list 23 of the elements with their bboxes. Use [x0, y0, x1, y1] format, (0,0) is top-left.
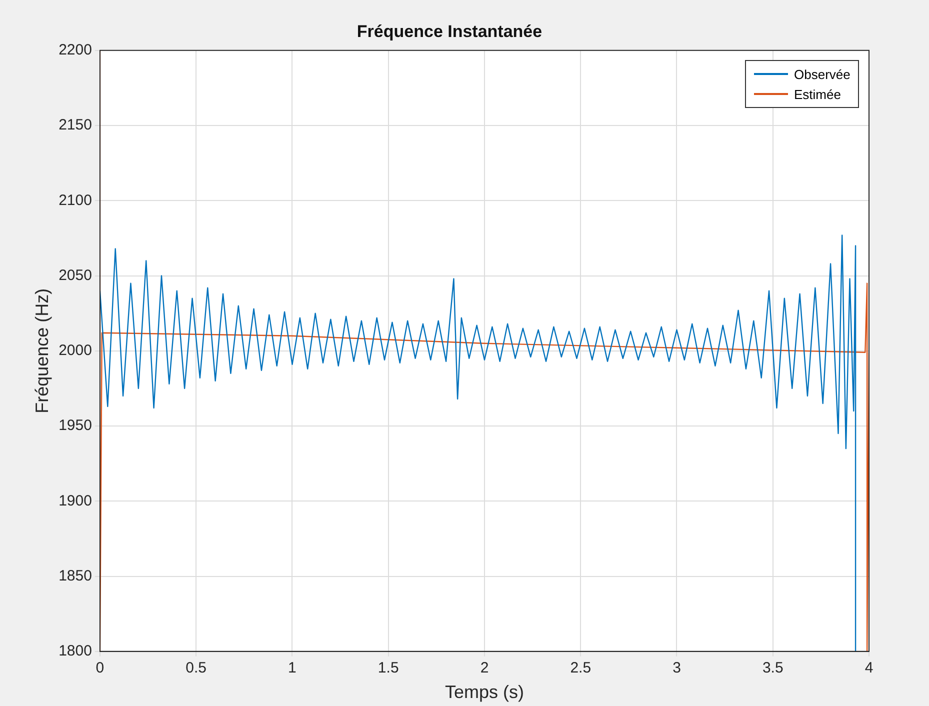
- y-axis-title: Fréquence (Hz): [32, 288, 52, 414]
- x-tick-label: 3: [672, 660, 681, 677]
- x-tick-label: 0: [96, 660, 104, 677]
- x-tick-label: 2.5: [570, 660, 592, 677]
- legend-label: Observée: [794, 66, 850, 82]
- x-tick-label: 3.5: [762, 660, 784, 677]
- y-tick-label: 2200: [58, 42, 92, 59]
- x-tick-label: 0.5: [186, 660, 207, 677]
- x-tick-label: 4: [864, 660, 874, 677]
- x-axis-title: Temps (s): [444, 682, 524, 702]
- y-tick-label: 1850: [58, 567, 92, 584]
- y-tick-label: 1900: [58, 492, 92, 510]
- chart-title: Fréquence Instantanée: [356, 22, 542, 41]
- x-tick-label: 2: [480, 660, 489, 677]
- y-tick-label: 1800: [58, 642, 92, 660]
- y-tick-label: 2000: [58, 342, 92, 360]
- y-tick-label: 2150: [58, 116, 92, 134]
- x-tick-label: 1: [288, 660, 296, 677]
- x-tick-label: 1.5: [378, 660, 399, 677]
- y-tick-label: 2050: [58, 266, 92, 284]
- legend-label: Estimée: [794, 86, 841, 102]
- y-tick-label: 1950: [58, 417, 92, 434]
- y-tick-label: 2100: [58, 192, 92, 209]
